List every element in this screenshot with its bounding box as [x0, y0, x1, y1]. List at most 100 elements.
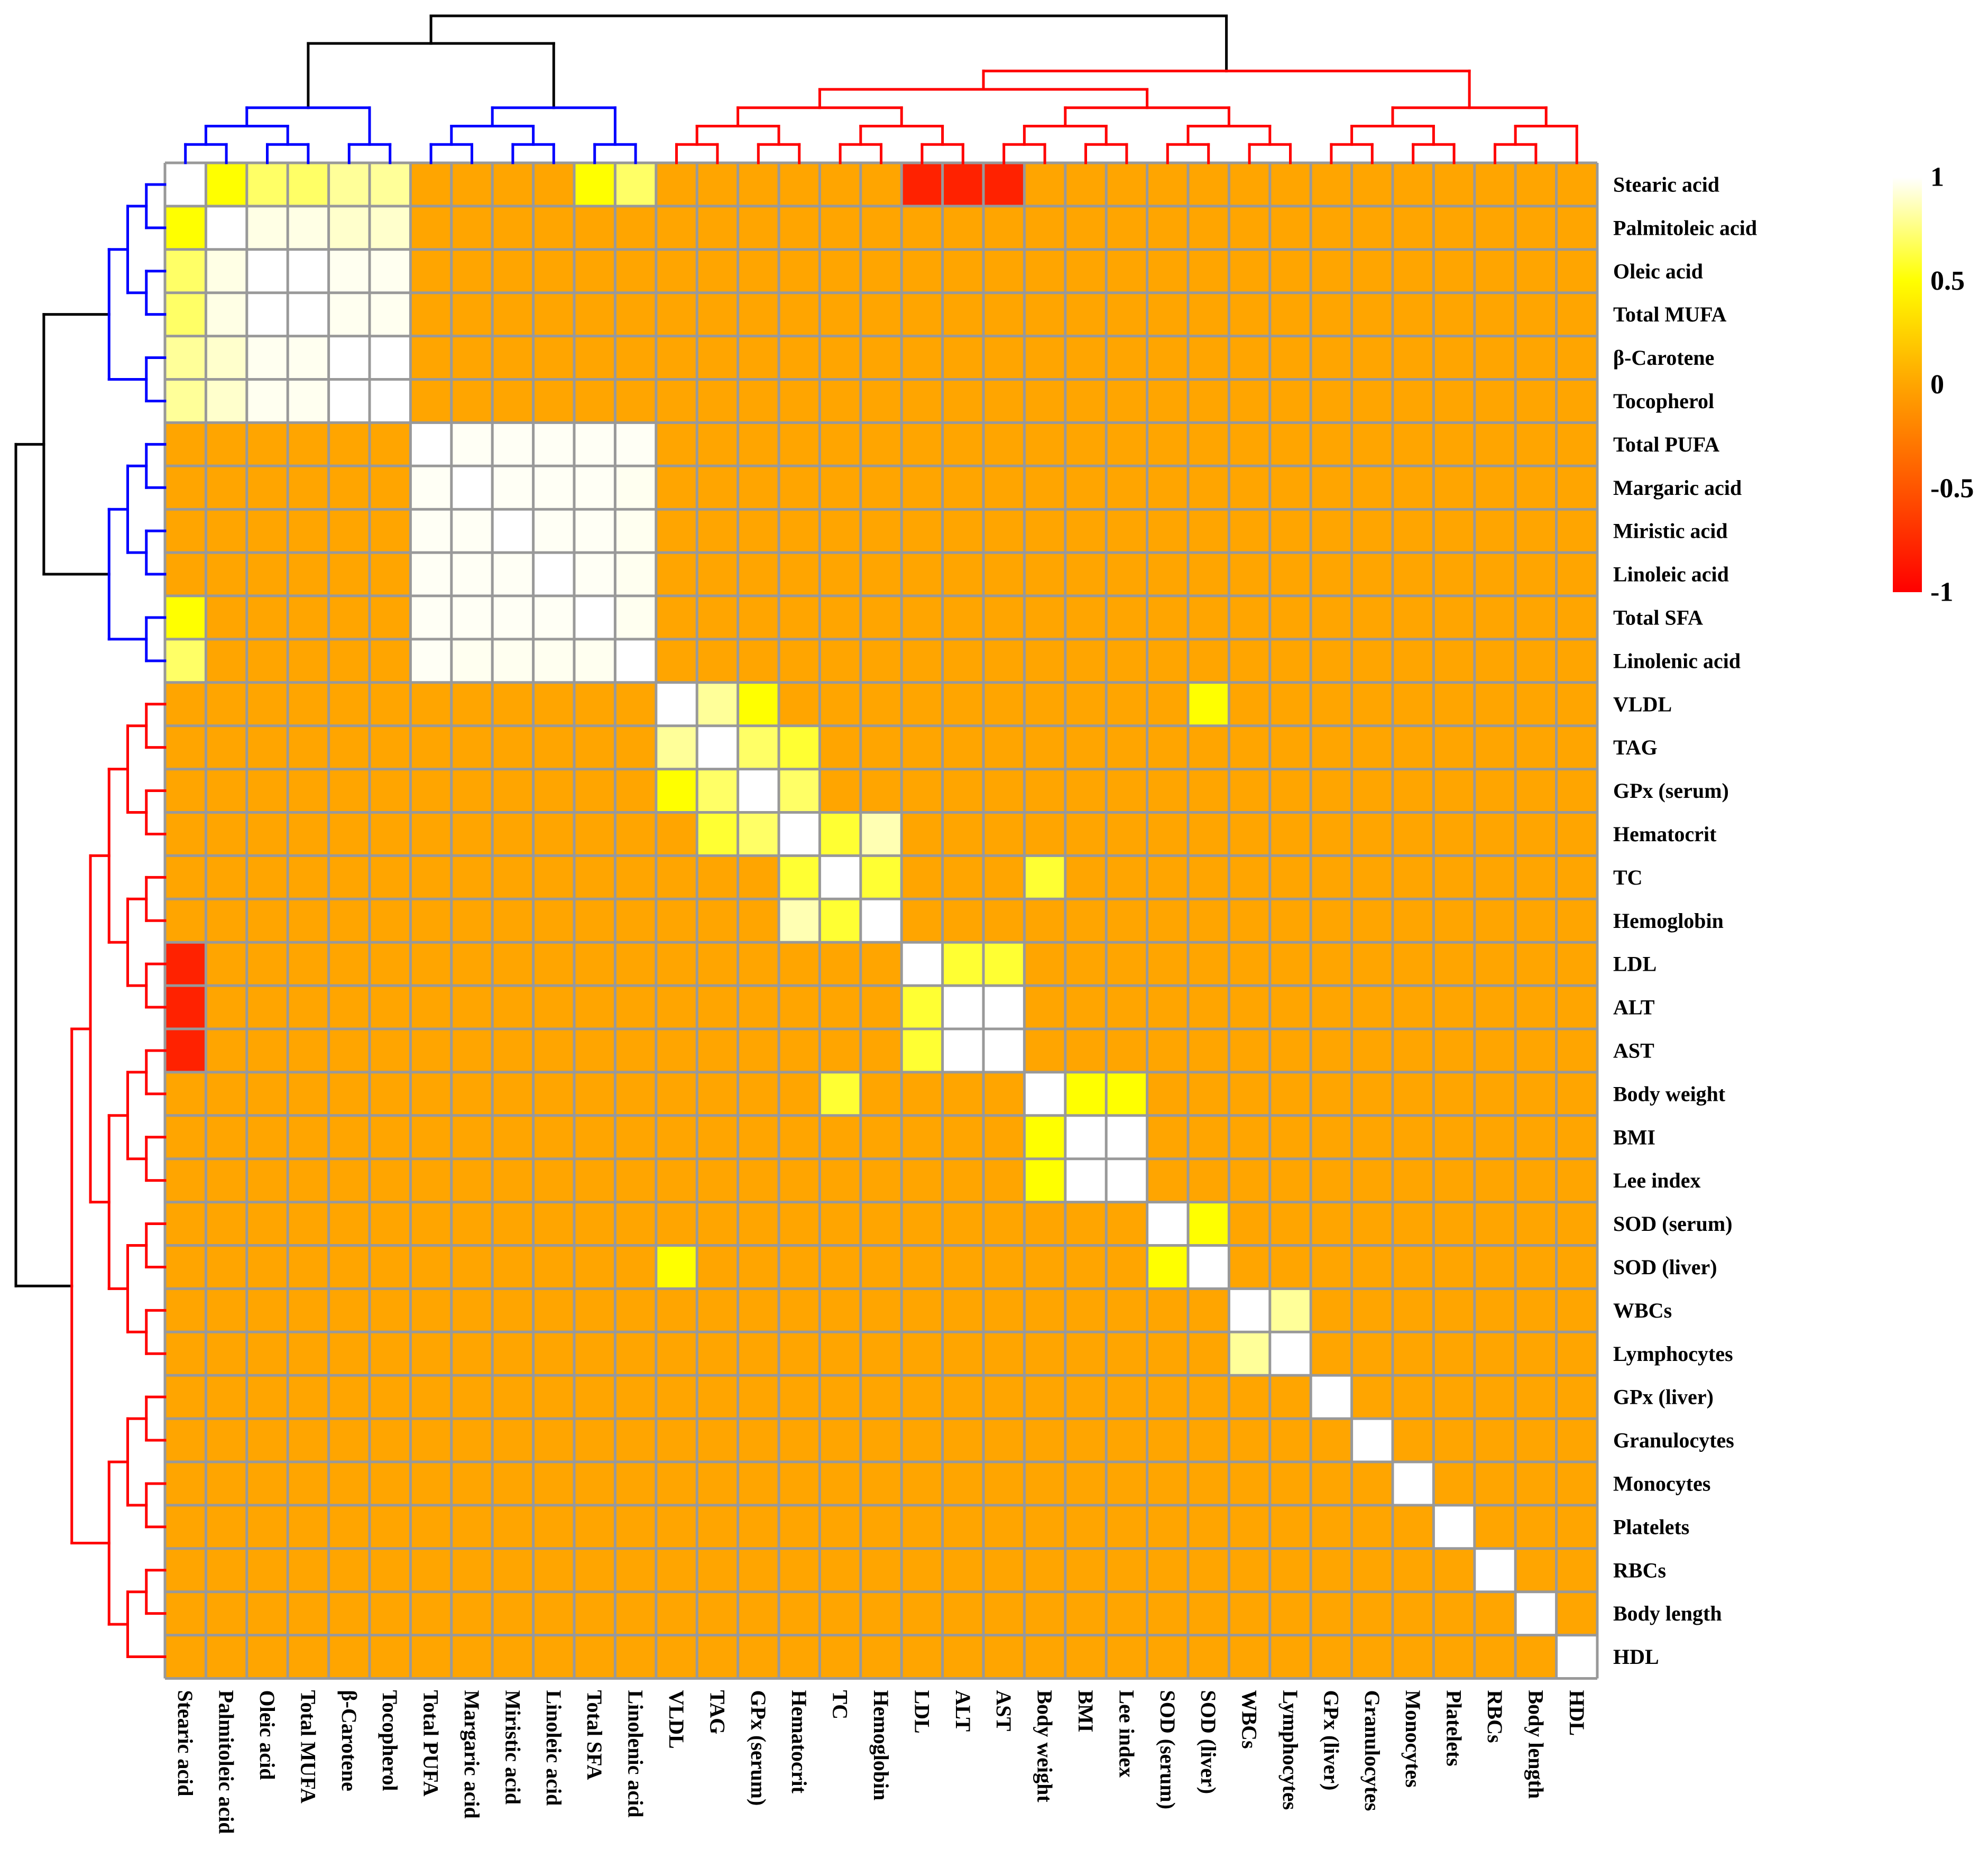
- heatmap-cell-body-weight--palmitoleic-acid: [206, 1072, 247, 1116]
- heatmap-cell-lymphocytes--total-mufa: [288, 1332, 329, 1376]
- heatmap-cell-wbcs--tag: [697, 1288, 739, 1332]
- heatmap-cell-alt--wbcs: [1229, 986, 1271, 1029]
- heatmap-cell-sod-serum--sod-liver: [1188, 1202, 1229, 1246]
- heatmap-cell-ast--hemoglobin: [860, 1029, 902, 1073]
- heatmap-cell-sod-liver--lymphocytes: [1269, 1245, 1311, 1289]
- heatmap-cell-lymphocytes--margaric-acid: [451, 1332, 493, 1376]
- heatmap-cell-gpx-liver--gpx-serum: [738, 1375, 779, 1419]
- heatmap-cell-margaric-acid--margaric-acid: [451, 466, 493, 510]
- colorbar-tick-label: 0.5: [1930, 266, 1965, 296]
- heatmap-cell-linoleic-acid--body-weight: [1024, 553, 1066, 596]
- heatmap-cell-hdl--hemoglobin: [860, 1635, 902, 1679]
- heatmap-cell-hematocrit--gpx-serum: [738, 812, 779, 856]
- heatmap-cell-total-sfa--alt: [942, 596, 984, 640]
- heatmap-cell-ldl--wbcs: [1229, 942, 1271, 986]
- heatmap-cell-linoleic-acid--lee-index: [1106, 553, 1148, 596]
- heatmap-cell-hematocrit--oleic-acid: [246, 812, 288, 856]
- heatmap-cell-gpx-serum--sod-serum: [1147, 769, 1189, 813]
- heatmap-cell-lee-index--rbcs: [1474, 1158, 1516, 1203]
- heatmap-cell-monocytes--sod-liver: [1188, 1462, 1229, 1506]
- heatmap-cell-lee-index--gpx-liver: [1311, 1158, 1352, 1203]
- heatmap-cell-gpx-liver--hdl: [1556, 1375, 1598, 1419]
- heatmap-cell-body-length--tag: [697, 1591, 739, 1636]
- heatmap-cell-tocopherol--palmitoleic-acid: [206, 379, 247, 423]
- heatmap-cell-gpx-liver--monocytes: [1393, 1375, 1434, 1419]
- heatmap-cell-palmitoleic-acid--tc: [820, 206, 861, 250]
- heatmap-cell-hematocrit--bmi: [1065, 812, 1107, 856]
- row-dendrogram: [14, 183, 167, 1659]
- heatmap-cell-sod-liver--gpx-liver: [1311, 1245, 1352, 1289]
- heatmap-cell-bmi--hdl: [1556, 1115, 1598, 1159]
- heatmap-cell-vldl--wbcs: [1229, 682, 1271, 726]
- heatmap-cell-ast--total-pufa: [410, 1029, 452, 1073]
- heatmap-cell-margaric-acid--sod-serum: [1147, 466, 1189, 510]
- heatmap-cell-monocytes--platelets: [1433, 1462, 1475, 1506]
- heatmap-cell-rbcs--tc: [820, 1548, 861, 1593]
- heatmap-cell-gpx-liver--stearic-acid: [165, 1375, 206, 1419]
- heatmap-cell-sod-serum--total-pufa: [410, 1202, 452, 1246]
- heatmap-cell-wbcs--miristic-acid: [492, 1288, 534, 1332]
- heatmap-cell-platelets--tag: [697, 1505, 739, 1549]
- heatmap-cell-linolenic-acid--gpx-liver: [1311, 639, 1352, 683]
- heatmap-cell-bmi--total-sfa: [574, 1115, 615, 1159]
- heatmap-cell-margaric-acid--alt: [942, 466, 984, 510]
- heatmap-cell-oleic-acid--palmitoleic-acid: [206, 249, 247, 293]
- column-label-vldl: VLDL: [665, 1690, 688, 1749]
- heatmap-cell-body-length--alt: [942, 1591, 984, 1636]
- column-label-stearic-acid: Stearic acid: [173, 1690, 197, 1797]
- heatmap-cell-bmi--tocopherol: [370, 1115, 411, 1159]
- heatmap-cell-tc--gpx-liver: [1311, 855, 1352, 899]
- heatmap-cell-stearic-acid--ast: [983, 163, 1025, 207]
- heatmap-cell-palmitoleic-acid--total-sfa: [574, 206, 615, 250]
- heatmap-cell-sod-serum--beta-carotene: [328, 1202, 370, 1246]
- heatmap-cell-tocopherol--body-length: [1515, 379, 1557, 423]
- heatmap-cell-stearic-acid--bmi: [1065, 163, 1107, 207]
- heatmap-cell-tag--tocopherol: [370, 725, 411, 770]
- heatmap-cell-granulocytes--linoleic-acid: [533, 1419, 575, 1462]
- heatmap-cell-body-weight--hdl: [1556, 1072, 1598, 1116]
- row-label-platelets: Platelets: [1613, 1515, 1689, 1539]
- heatmap-cell-sod-serum--platelets: [1433, 1202, 1475, 1246]
- heatmap-cell-wbcs--ldl: [901, 1288, 943, 1332]
- heatmap-cell-miristic-acid--rbcs: [1474, 509, 1516, 553]
- heatmap-cell-platelets--platelets: [1433, 1505, 1475, 1549]
- heatmap-cell-ldl--bmi: [1065, 942, 1107, 986]
- heatmap-cell-alt--hemoglobin: [860, 986, 902, 1029]
- heatmap-cell-lee-index--alt: [942, 1158, 984, 1203]
- heatmap-cell-total-mufa--total-pufa: [410, 292, 452, 337]
- heatmap-cell-rbcs--total-mufa: [288, 1548, 329, 1593]
- heatmap-cell-gpx-serum--total-sfa: [574, 769, 615, 813]
- heatmap-cell-total-mufa--miristic-acid: [492, 292, 534, 337]
- heatmap-cell-oleic-acid--body-weight: [1024, 249, 1066, 293]
- heatmap-cell-granulocytes--lee-index: [1106, 1419, 1148, 1462]
- heatmap-cell-total-sfa--body-weight: [1024, 596, 1066, 640]
- heatmap-cell-body-length--margaric-acid: [451, 1591, 493, 1636]
- heatmap-cell-body-weight--tocopherol: [370, 1072, 411, 1116]
- heatmap-cell-oleic-acid--lymphocytes: [1269, 249, 1311, 293]
- heatmap-cell-hdl--lee-index: [1106, 1635, 1148, 1679]
- heatmap-cell-vldl--hdl: [1556, 682, 1598, 726]
- heatmap-cell-miristic-acid--lee-index: [1106, 509, 1148, 553]
- heatmap-cell-bmi--monocytes: [1393, 1115, 1434, 1159]
- heatmap-cell-hemoglobin--tc: [820, 899, 861, 943]
- heatmap-cell-ast--beta-carotene: [328, 1029, 370, 1073]
- heatmap-cell-tag--monocytes: [1393, 725, 1434, 770]
- heatmap-cell-tocopherol--lee-index: [1106, 379, 1148, 423]
- heatmap-cell-total-mufa--total-sfa: [574, 292, 615, 337]
- heatmap-cell-monocytes--wbcs: [1229, 1462, 1271, 1506]
- heatmap-cell-miristic-acid--bmi: [1065, 509, 1107, 553]
- heatmap-cell-hdl--granulocytes: [1351, 1635, 1393, 1679]
- row-label-lymphocytes: Lymphocytes: [1613, 1342, 1733, 1366]
- heatmap-cell-miristic-acid--margaric-acid: [451, 509, 493, 553]
- heatmap-cell-margaric-acid--vldl: [656, 466, 697, 510]
- heatmap-cell-total-pufa--vldl: [656, 422, 697, 466]
- column-label-total-pufa: Total PUFA: [419, 1690, 443, 1797]
- heatmap-cell-gpx-liver--alt: [942, 1375, 984, 1419]
- heatmap-cell-total-mufa--oleic-acid: [246, 292, 288, 337]
- row-label-wbcs: WBCs: [1613, 1299, 1672, 1322]
- heatmap-cell-rbcs--tag: [697, 1548, 739, 1593]
- heatmap-cell-total-sfa--lee-index: [1106, 596, 1148, 640]
- heatmap-cell-sod-serum--linoleic-acid: [533, 1202, 575, 1246]
- heatmap-cell-lee-index--ast: [983, 1158, 1025, 1203]
- heatmap-cell-body-weight--platelets: [1433, 1072, 1475, 1116]
